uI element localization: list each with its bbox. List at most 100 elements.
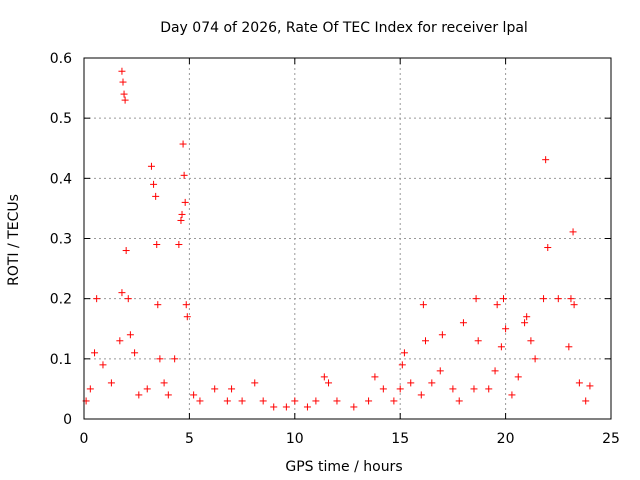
data-point	[508, 391, 516, 399]
data-point	[485, 385, 493, 393]
data-point	[542, 156, 550, 164]
data-point	[181, 198, 189, 206]
data-point	[118, 67, 126, 75]
x-tick-label: 0	[80, 431, 89, 447]
data-point	[116, 337, 124, 345]
data-point	[153, 241, 161, 249]
x-tick-label: 25	[602, 431, 620, 447]
data-point	[171, 355, 179, 363]
data-point	[455, 397, 463, 405]
data-point	[121, 96, 129, 104]
data-point	[493, 301, 501, 309]
data-point	[554, 295, 562, 303]
data-point	[182, 301, 190, 309]
data-point	[99, 361, 107, 369]
data-point	[175, 241, 183, 249]
data-point	[312, 397, 320, 405]
data-point	[120, 90, 128, 98]
data-point	[527, 337, 535, 345]
data-point	[154, 301, 162, 309]
data-point	[540, 295, 548, 303]
data-point	[499, 295, 507, 303]
data-point	[567, 295, 575, 303]
grid-lines	[84, 58, 611, 419]
data-point	[523, 313, 531, 321]
y-tick-label: 0.1	[50, 352, 72, 368]
data-point	[569, 228, 577, 236]
data-point	[190, 391, 198, 399]
data-point	[107, 379, 115, 387]
data-point	[586, 382, 594, 390]
data-point	[196, 397, 204, 405]
data-point	[180, 171, 188, 179]
y-tick-label: 0.2	[50, 292, 72, 308]
data-point	[428, 379, 436, 387]
data-point	[407, 379, 415, 387]
data-point	[150, 180, 158, 188]
data-point	[570, 301, 578, 309]
chart-title: Day 074 of 2026, Rate Of TEC Index for r…	[160, 20, 528, 36]
data-point	[270, 403, 278, 411]
data-point	[147, 162, 155, 170]
data-point	[390, 397, 398, 405]
data-point	[365, 397, 373, 405]
data-point	[419, 301, 427, 309]
data-point	[396, 385, 404, 393]
data-point	[582, 397, 590, 405]
data-point	[449, 385, 457, 393]
data-point	[350, 403, 358, 411]
y-axis-label: ROTI / TECUs	[6, 194, 22, 286]
data-point	[91, 349, 99, 357]
data-point	[325, 379, 333, 387]
data-point	[502, 325, 510, 333]
data-point	[514, 373, 522, 381]
data-point	[320, 373, 328, 381]
data-point	[152, 192, 160, 200]
data-point	[470, 385, 478, 393]
data-point	[211, 385, 219, 393]
data-point	[303, 403, 311, 411]
x-tick-label: 5	[185, 431, 194, 447]
data-point	[565, 343, 573, 351]
x-tick-label: 15	[391, 431, 409, 447]
plot-border	[83, 57, 612, 420]
data-point	[223, 397, 231, 405]
y-tick-label: 0.5	[50, 111, 72, 127]
data-point	[421, 337, 429, 345]
data-point	[122, 247, 130, 255]
data-point	[472, 295, 480, 303]
data-point	[177, 216, 185, 224]
data-point	[183, 313, 191, 321]
data-point	[156, 355, 164, 363]
data-point	[131, 349, 139, 357]
data-point	[238, 397, 246, 405]
data-point	[126, 331, 134, 339]
y-tick-label: 0	[63, 412, 72, 428]
y-tick-label: 0.4	[50, 171, 72, 187]
data-point	[160, 379, 168, 387]
data-point	[118, 289, 126, 297]
data-point	[291, 397, 299, 405]
data-point	[398, 361, 406, 369]
y-tick-label: 0.3	[50, 232, 72, 248]
data-points	[82, 67, 594, 411]
data-point	[333, 397, 341, 405]
data-point	[86, 385, 94, 393]
data-point	[438, 331, 446, 339]
x-tick-label: 20	[497, 431, 515, 447]
data-point	[178, 210, 186, 218]
data-point	[474, 337, 482, 345]
data-point	[400, 349, 408, 357]
data-point	[459, 319, 467, 327]
data-point	[143, 385, 151, 393]
axis-ticks	[83, 57, 612, 420]
data-point	[575, 379, 583, 387]
data-point	[491, 367, 499, 375]
data-point	[135, 391, 143, 399]
data-point	[251, 379, 259, 387]
data-point	[371, 373, 379, 381]
data-point	[179, 140, 187, 148]
data-point	[379, 385, 387, 393]
